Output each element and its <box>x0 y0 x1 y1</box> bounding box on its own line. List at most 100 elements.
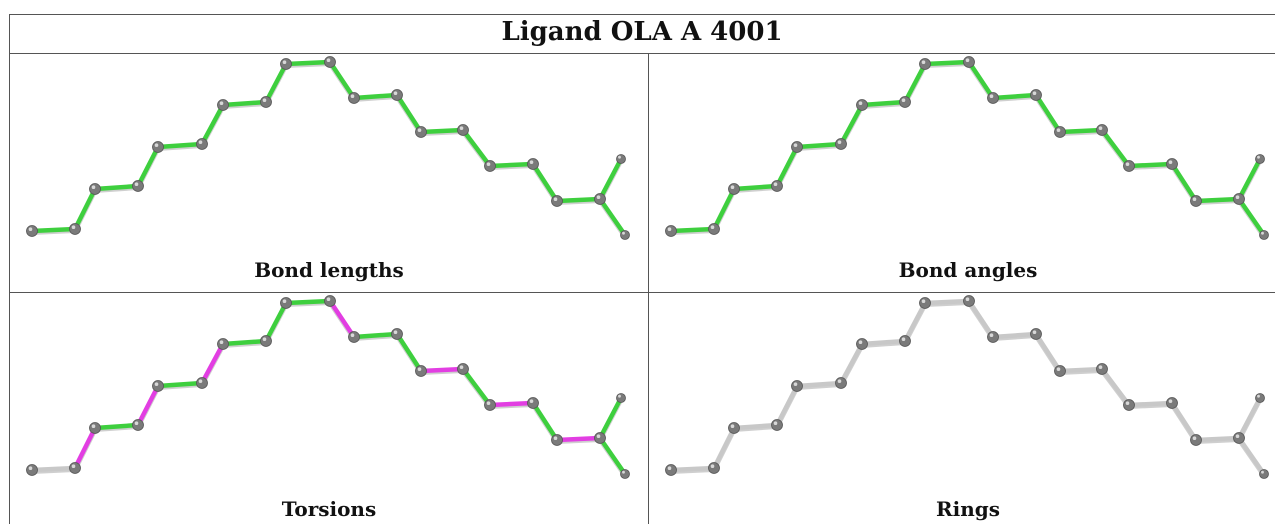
panel-label-bond-angles: Bond angles <box>898 258 1038 282</box>
bond-neutral <box>1033 331 1063 374</box>
bond-good <box>966 59 996 101</box>
atom <box>616 154 626 164</box>
atom-highlight <box>596 195 601 199</box>
atom <box>919 297 931 309</box>
atom-highlight <box>393 91 398 95</box>
atom <box>1233 432 1245 444</box>
bond-neutral <box>794 380 844 389</box>
atom <box>771 419 783 431</box>
atom-highlight <box>730 185 735 189</box>
bond-neutral <box>1236 395 1263 441</box>
atom <box>324 56 336 68</box>
atom <box>527 397 539 409</box>
atom <box>280 58 292 70</box>
molecule-bond-lengths <box>26 56 630 240</box>
atom-highlight <box>529 399 534 403</box>
atom <box>708 462 720 474</box>
molecule-bond-angles <box>665 56 1269 240</box>
bond-good <box>990 92 1039 101</box>
panel-torsions: Torsions <box>10 293 648 531</box>
bond-neutral <box>774 383 800 428</box>
bond-good <box>859 99 908 108</box>
bond-good <box>1126 161 1175 169</box>
atom <box>1166 158 1178 170</box>
atom-highlight <box>1125 401 1130 405</box>
panel-bond-angles: Bond angles <box>649 54 1275 292</box>
atom <box>987 331 999 343</box>
atom-highlight <box>553 436 558 440</box>
atom-highlight <box>1261 231 1264 235</box>
atom-highlight <box>219 101 224 105</box>
atom <box>132 180 144 192</box>
atom <box>1166 397 1178 409</box>
atom <box>391 328 403 340</box>
atom <box>348 331 360 343</box>
bond-good <box>327 59 357 101</box>
atom <box>835 377 847 389</box>
atom-highlight <box>989 94 994 98</box>
panel-rings: Rings <box>649 293 1275 531</box>
atom <box>1255 154 1265 164</box>
atom <box>391 89 403 101</box>
atom-highlight <box>262 98 267 102</box>
atom <box>1096 124 1108 136</box>
atom <box>26 225 38 237</box>
bond-good <box>1193 196 1242 204</box>
bond-good <box>394 92 424 135</box>
atom <box>791 380 803 392</box>
atom <box>856 338 868 350</box>
bond-good <box>283 59 333 67</box>
panel-label-rings: Rings <box>935 497 1000 521</box>
bond-neutral <box>922 298 972 306</box>
atom-highlight <box>71 225 76 229</box>
atom-highlight <box>154 143 159 147</box>
atom-highlight <box>1125 162 1130 166</box>
bond-good <box>1236 196 1267 238</box>
atom <box>457 363 469 375</box>
bond-neutral <box>902 300 928 344</box>
atom-highlight <box>553 197 558 201</box>
bond-good <box>731 183 780 192</box>
molecule-rings <box>665 295 1269 479</box>
bond-neutral <box>966 298 996 340</box>
bond-good <box>135 144 161 189</box>
bond-good <box>263 300 289 344</box>
atom <box>527 158 539 170</box>
bond-good <box>1099 127 1132 169</box>
bond-neutral <box>838 341 865 386</box>
bond-good <box>530 161 560 204</box>
atom-highlight <box>793 143 798 147</box>
atom-highlight <box>773 421 778 425</box>
atom <box>835 138 847 150</box>
bond-good <box>155 141 205 150</box>
atom <box>348 92 360 104</box>
atom <box>665 464 677 476</box>
bond-outlier <box>199 341 226 386</box>
bond-neutral <box>711 425 737 471</box>
bond-neutral <box>668 465 717 473</box>
atom <box>217 338 229 350</box>
bond-good <box>597 395 624 441</box>
atom-highlight <box>282 60 287 64</box>
atom-highlight <box>1098 126 1103 130</box>
bond-neutral <box>1099 366 1132 408</box>
atom-highlight <box>529 160 534 164</box>
bond-neutral <box>1126 400 1175 408</box>
bond-neutral <box>1193 435 1242 443</box>
atom-highlight <box>901 98 906 102</box>
bond-good <box>263 61 289 105</box>
atom-highlight <box>134 182 139 186</box>
atom-highlight <box>459 126 464 130</box>
atom <box>791 141 803 153</box>
atom <box>1054 365 1066 377</box>
atom-highlight <box>326 58 331 62</box>
panel-divider-horizontal <box>9 292 1275 293</box>
atom-highlight <box>1056 128 1061 132</box>
atom-highlight <box>486 401 491 405</box>
atom <box>616 393 626 403</box>
bond-good <box>1033 92 1063 135</box>
bond-good <box>72 186 98 232</box>
bond-good <box>530 400 560 443</box>
atom-highlight <box>198 379 203 383</box>
atom <box>152 380 164 392</box>
